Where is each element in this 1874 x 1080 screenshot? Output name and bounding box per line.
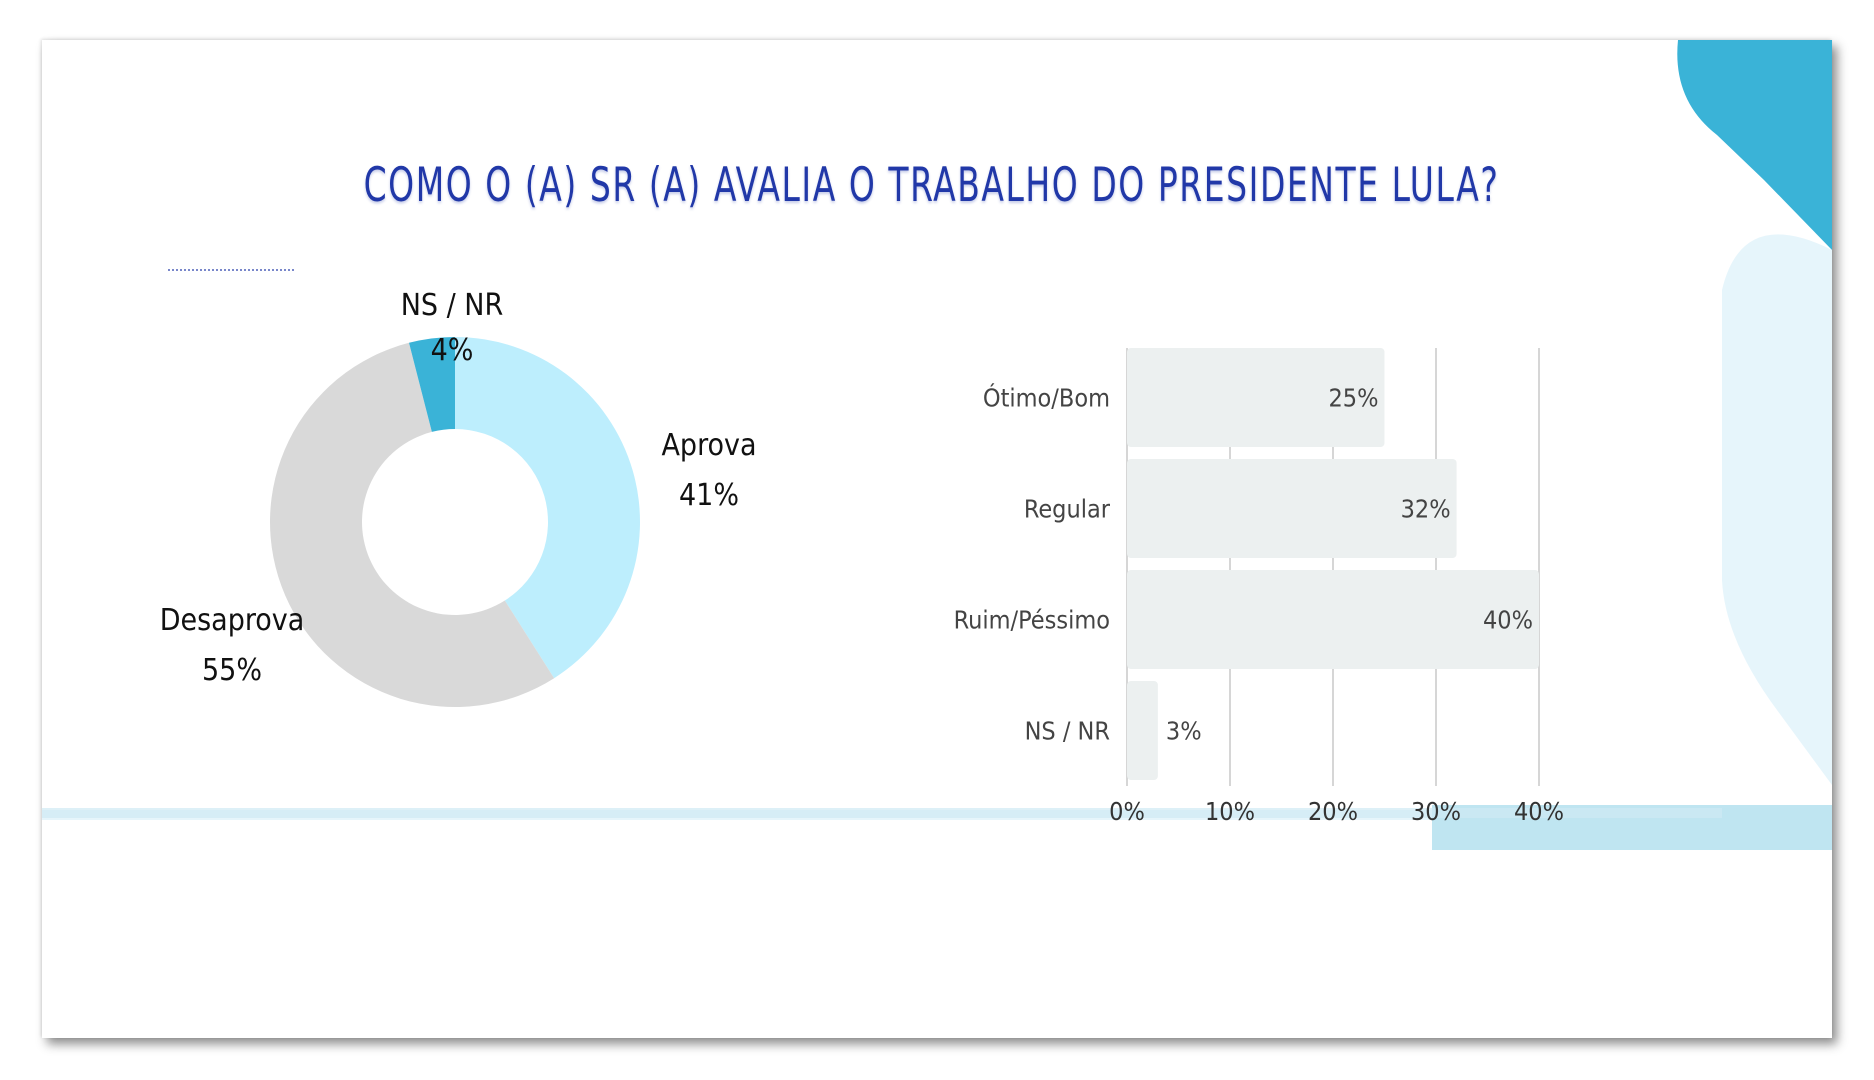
slide-title: COMO O (A) SR (A) AVALIA O TRABALHO DO P… bbox=[363, 158, 1500, 213]
donut-label-ns-nr: NS / NR bbox=[401, 288, 504, 323]
donut-value-aprova: 41% bbox=[679, 478, 739, 513]
bar-regular bbox=[1127, 459, 1457, 558]
bar-value-label-ruim-pessimo: 40% bbox=[1483, 606, 1533, 635]
rating-bar-chart: 0% 10% 20% 30% 40% Ótimo/Bom 25% Regular 32% Ruim… bbox=[954, 348, 1564, 826]
bar-otimo-bom bbox=[1127, 348, 1385, 447]
bar-ruim-pessimo bbox=[1127, 570, 1539, 669]
approval-donut-chart: Aprova 41% Desaprova 55% NS / NR 4% bbox=[160, 288, 757, 707]
bar-category-label-ns-nr: NS / NR bbox=[1025, 717, 1110, 746]
bar-axis-tick-label: 10% bbox=[1205, 797, 1255, 826]
slide: COMO O (A) SR (A) AVALIA O TRABALHO DO P… bbox=[42, 40, 1832, 1038]
footer-line-inner bbox=[42, 808, 1722, 818]
donut-slice-aprova bbox=[455, 337, 640, 679]
donut-label-aprova: Aprova bbox=[661, 428, 756, 463]
bar-category-label-ruim-pessimo: Ruim/Péssimo bbox=[954, 606, 1110, 635]
donut-label-desaprova: Desaprova bbox=[160, 603, 305, 638]
bar-ns-nr bbox=[1127, 681, 1158, 780]
bar-value-label-otimo-bom: 25% bbox=[1329, 384, 1379, 413]
bar-axis-tick-label: 20% bbox=[1308, 797, 1358, 826]
bar-axis-tick-label: 0% bbox=[1109, 797, 1145, 826]
donut-slice-ns-nr bbox=[408, 337, 455, 432]
corner-accent-dark bbox=[1482, 40, 1832, 250]
bar-category-label-regular: Regular bbox=[1024, 495, 1111, 524]
donut-value-desaprova: 55% bbox=[202, 653, 262, 688]
slide-decoration bbox=[42, 40, 1832, 850]
bar-value-label-regular: 32% bbox=[1401, 495, 1451, 524]
donut-slice-desaprova bbox=[270, 342, 555, 707]
bar-axis-tick-label: 40% bbox=[1514, 797, 1564, 826]
donut-value-ns-nr: 4% bbox=[431, 333, 474, 368]
bar-category-label-otimo-bom: Ótimo/Bom bbox=[983, 383, 1110, 413]
bar-value-label-ns-nr: 3% bbox=[1166, 717, 1202, 746]
side-accent-light bbox=[1722, 234, 1832, 785]
bar-axis-tick-label: 30% bbox=[1411, 797, 1461, 826]
